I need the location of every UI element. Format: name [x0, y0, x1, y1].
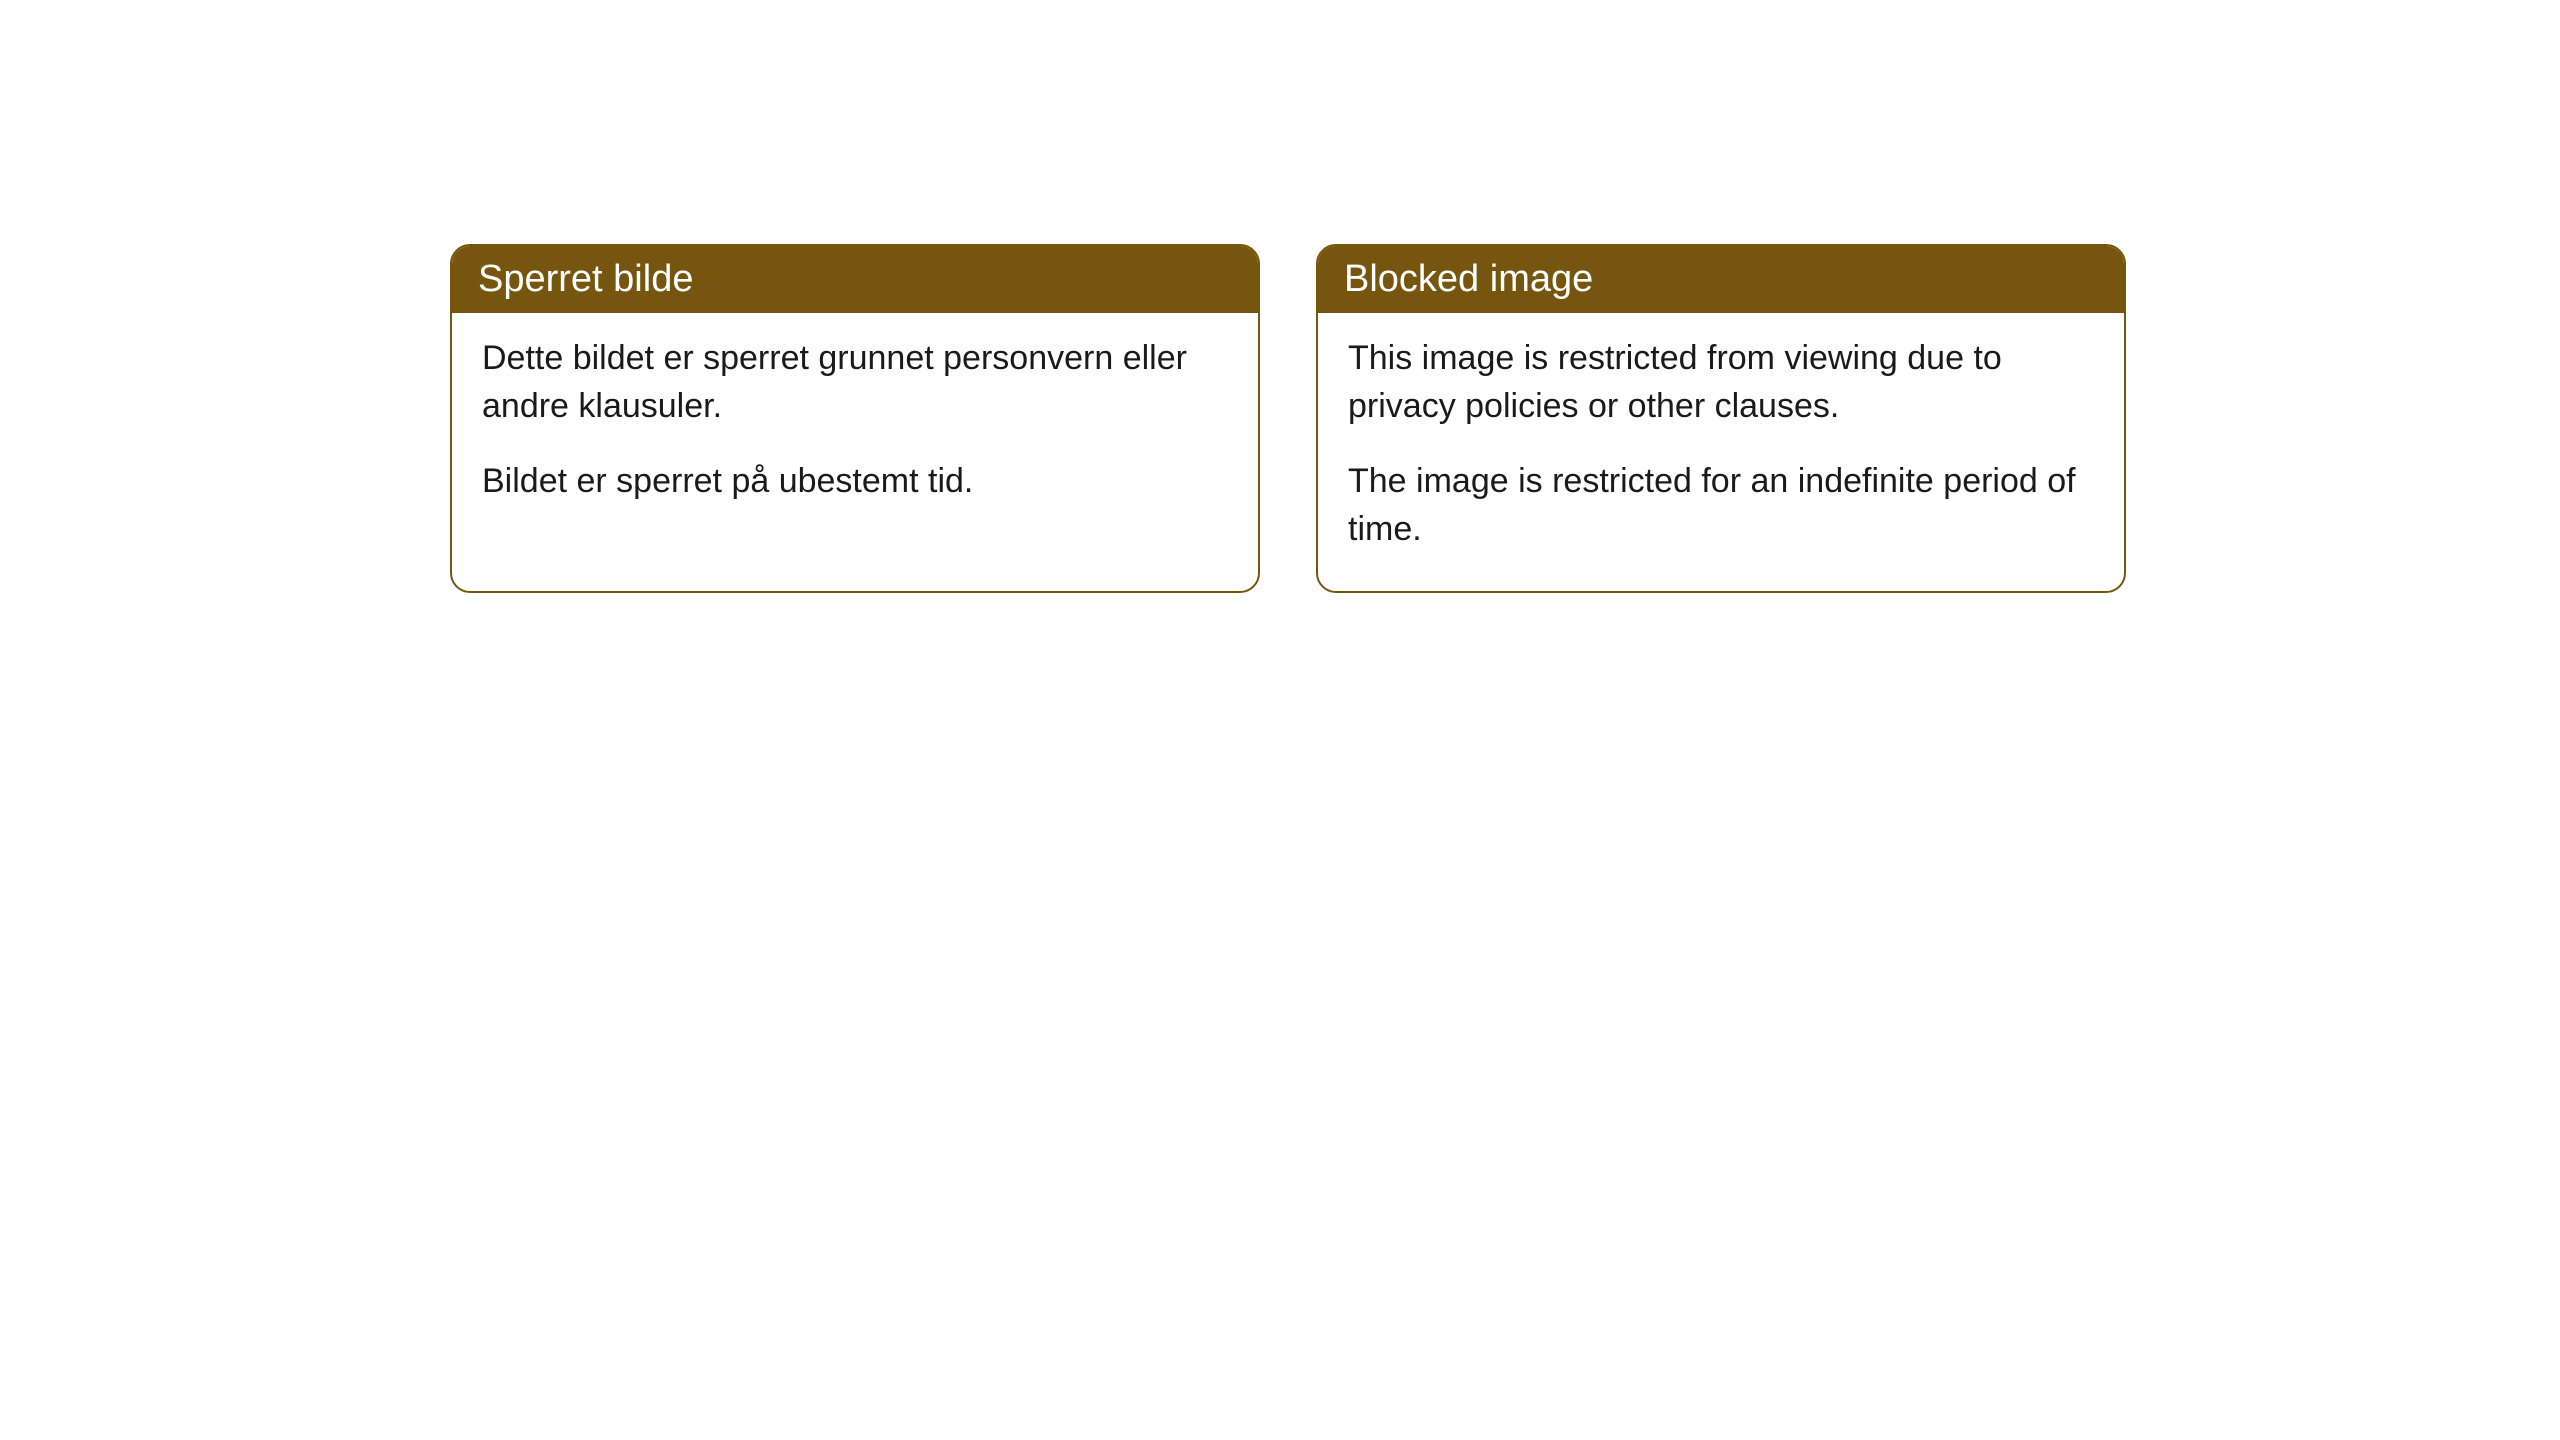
- card-title-english: Blocked image: [1344, 258, 1593, 300]
- card-paragraph-2-norwegian: Bildet er sperret på ubestemt tid.: [482, 458, 1228, 506]
- card-title-norwegian: Sperret bilde: [478, 258, 693, 300]
- notice-cards-container: Sperret bilde Dette bildet er sperret gr…: [450, 244, 2126, 593]
- card-paragraph-2-english: The image is restricted for an indefinit…: [1348, 458, 2094, 553]
- card-header-norwegian: Sperret bilde: [452, 246, 1258, 313]
- blocked-image-card-norwegian: Sperret bilde Dette bildet er sperret gr…: [450, 244, 1260, 593]
- card-body-english: This image is restricted from viewing du…: [1318, 313, 2124, 591]
- card-body-norwegian: Dette bildet er sperret grunnet personve…: [452, 313, 1258, 544]
- card-header-english: Blocked image: [1318, 246, 2124, 313]
- blocked-image-card-english: Blocked image This image is restricted f…: [1316, 244, 2126, 593]
- card-paragraph-1-norwegian: Dette bildet er sperret grunnet personve…: [482, 335, 1228, 430]
- card-paragraph-1-english: This image is restricted from viewing du…: [1348, 335, 2094, 430]
